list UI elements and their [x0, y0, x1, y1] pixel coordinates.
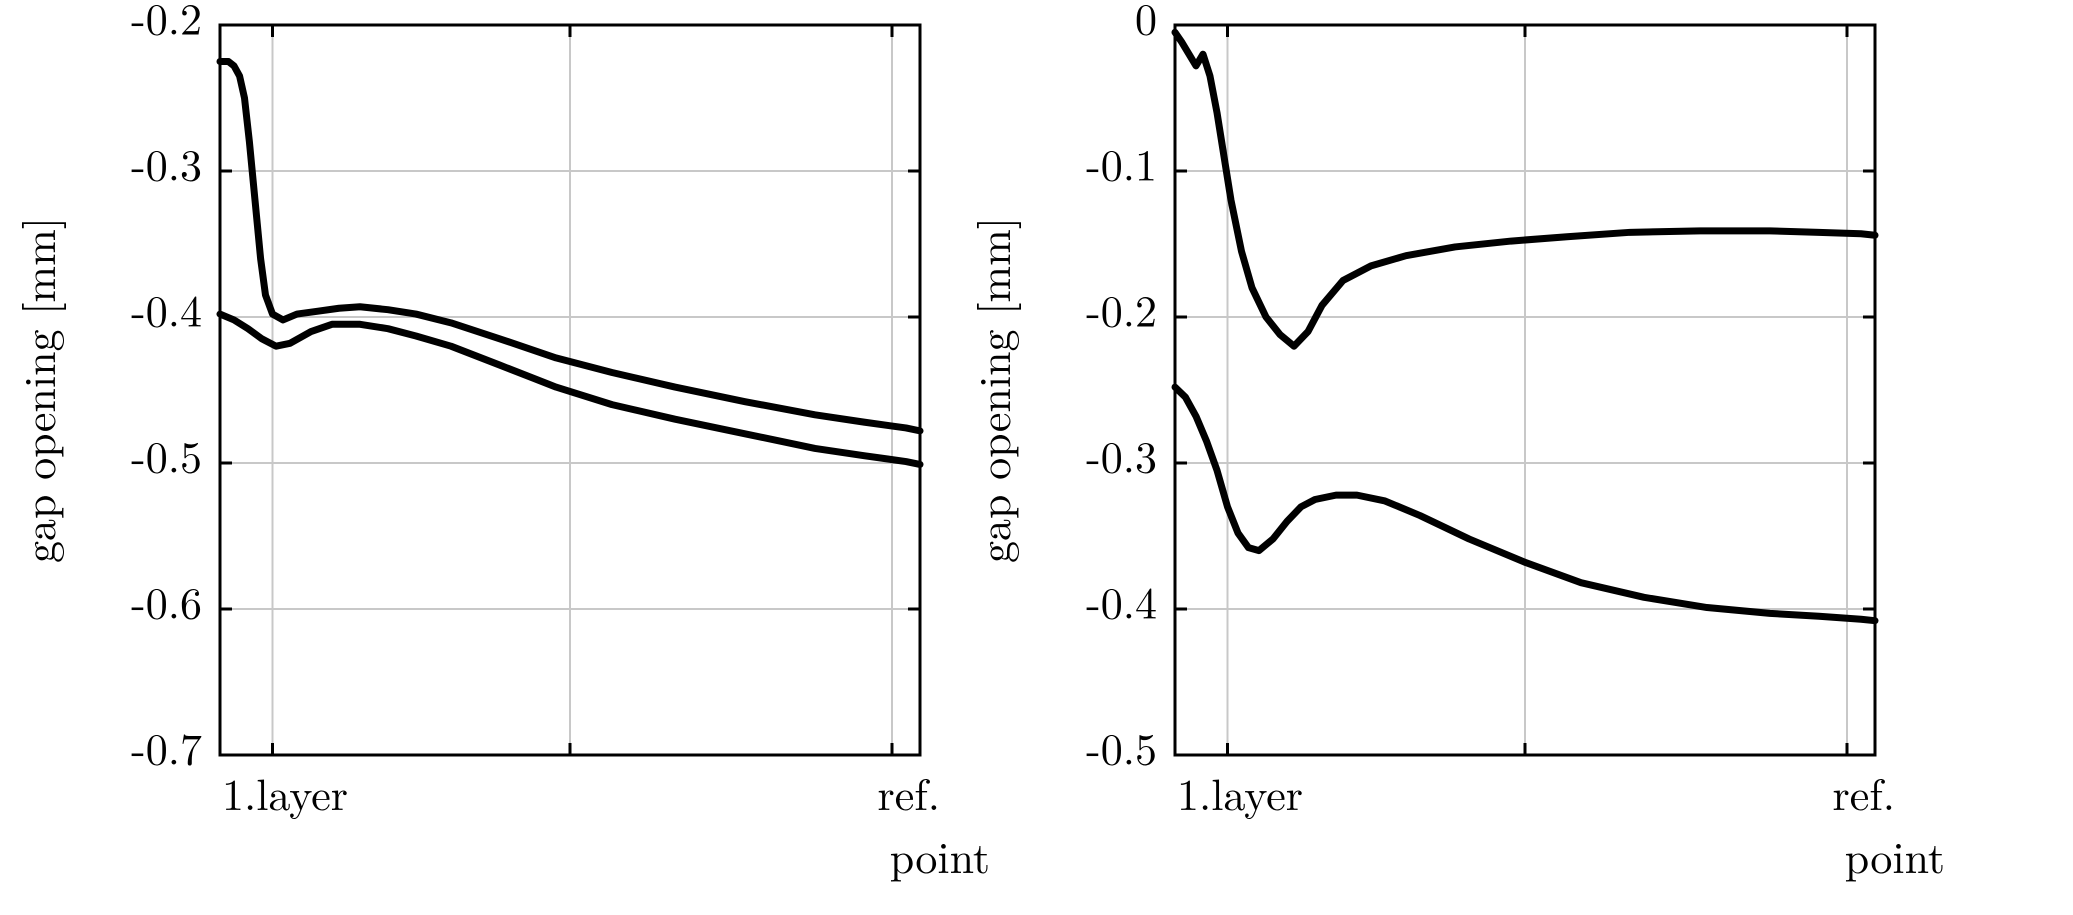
ytick-label: 0: [1135, 0, 1157, 47]
ytick-label: -0.4: [131, 276, 202, 339]
ytick-label: -0.2: [131, 0, 202, 47]
y-ticks: 0 -0.1 -0.2 -0.3 -0.4 -0.5: [1086, 0, 1875, 777]
x-labels: 1.layer ref.point: [222, 760, 990, 886]
xtick-label-top: 1.layer: [1177, 760, 1303, 823]
ytick-label: -0.7: [131, 714, 202, 777]
panel-right: 0 -0.1 -0.2 -0.3 -0.4 -0.5 1.layer ref.point gap…: [960, 0, 1945, 886]
xtick-label-bottom: point: [890, 823, 990, 886]
figure-svg: -0.2-0.3-0.4-0.5-0.6-0.71.layerref.point…: [0, 0, 2073, 915]
ytick-label: -0.6: [131, 568, 202, 631]
ytick-label: -0.3: [131, 130, 202, 193]
xtick-label-bottom: point: [1845, 823, 1945, 886]
ytick-label: -0.4: [1086, 568, 1157, 631]
ytick-label: -0.1: [1086, 130, 1157, 193]
ytick-label: -0.5: [1086, 714, 1157, 777]
ytick-label: -0.2: [1086, 276, 1157, 339]
panel-left: -0.2 -0.3 -0.4 -0.5 -0.6 -0.7 1.layer ref.point…: [5, 0, 990, 886]
y-axis-label: gap opening [mm]: [960, 217, 1023, 563]
y-axis-label: gap opening [mm]: [5, 217, 68, 563]
ytick-label: -0.3: [1086, 422, 1157, 485]
x-labels: 1.layer ref.point: [1177, 760, 1945, 886]
xtick-label-top: 1.layer: [222, 760, 348, 823]
x-ticks: [1228, 25, 1848, 755]
ytick-label: -0.5: [131, 422, 202, 485]
grid: [1175, 25, 1875, 755]
xtick-label-top: ref.: [1833, 760, 1895, 823]
x-ticks: [273, 25, 893, 755]
figure-container: -0.2-0.3-0.4-0.5-0.6-0.71.layerref.point…: [0, 0, 2073, 915]
xtick-label-top: ref.: [878, 760, 940, 823]
